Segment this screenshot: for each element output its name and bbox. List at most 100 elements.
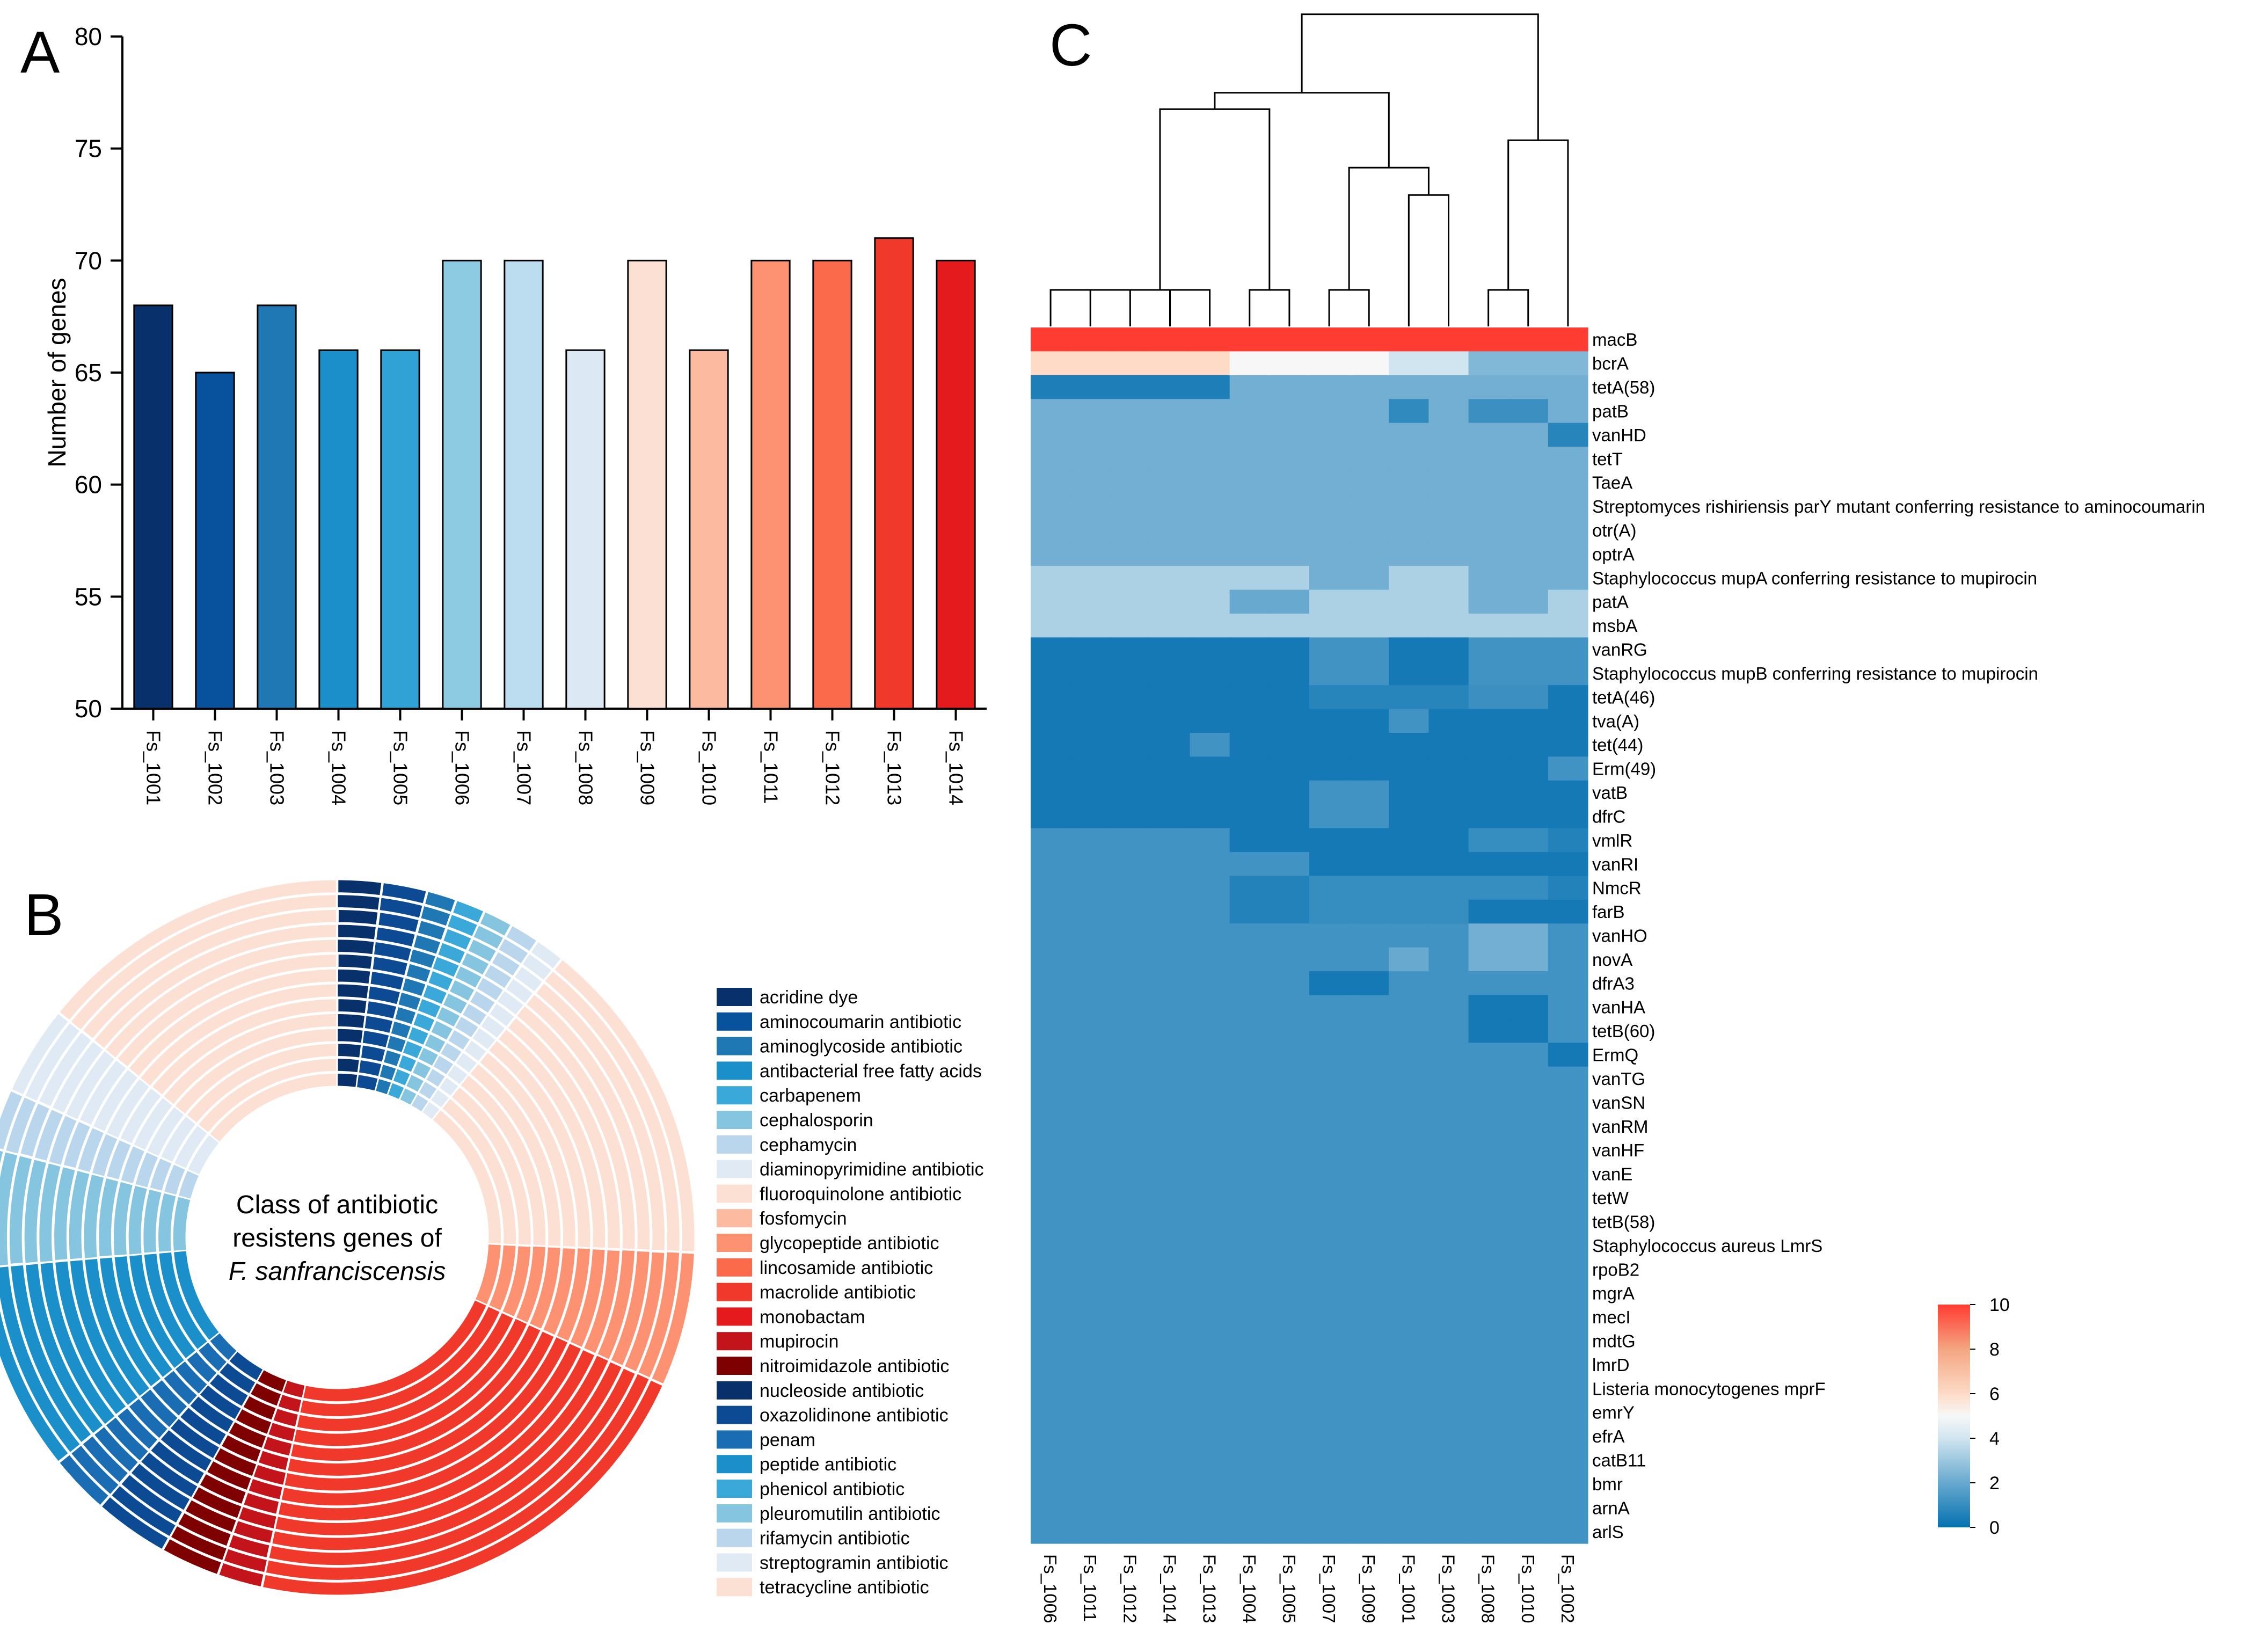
heatmap-cell xyxy=(1508,995,1549,1019)
heatmap-cell xyxy=(1389,399,1430,424)
heatmap-cell xyxy=(1349,1018,1389,1043)
heatmap-cell xyxy=(1150,1305,1191,1329)
ring-segment xyxy=(466,938,498,963)
legend-swatch xyxy=(717,1061,752,1080)
bar-Fs_1001 xyxy=(133,304,173,710)
legend-swatch xyxy=(717,1111,752,1129)
column-label: Fs_1004 xyxy=(1239,1554,1259,1623)
heatmap-cell xyxy=(1229,375,1270,399)
ring-segment xyxy=(483,963,513,989)
legend-label: nucleoside antibiotic xyxy=(760,1381,924,1401)
heatmap-cell xyxy=(1349,661,1389,686)
heatmap-cell xyxy=(1031,899,1071,924)
ring-segment xyxy=(143,1252,197,1360)
heatmap-cell xyxy=(1349,1185,1389,1210)
heatmap-cell xyxy=(1110,375,1151,399)
heatmap-cell xyxy=(1349,518,1389,543)
y-tick-label: 65 xyxy=(75,359,102,387)
legend-label: cephalosporin xyxy=(760,1110,873,1131)
column-label: Fs_1009 xyxy=(1359,1554,1379,1623)
ring-segment xyxy=(390,1020,412,1040)
heatmap-cell xyxy=(1031,1329,1071,1353)
heatmap-cell xyxy=(1468,780,1509,805)
heatmap-cell xyxy=(1468,1329,1509,1353)
x-tick-label: Fs_1002 xyxy=(205,730,227,805)
ring-segment xyxy=(162,1369,199,1406)
heatmap-cell xyxy=(1309,494,1350,519)
heatmap-cell xyxy=(1389,1424,1430,1448)
row-label: mecI xyxy=(1592,1307,1631,1327)
heatmap-cell xyxy=(1548,1352,1588,1377)
heatmap-cell xyxy=(1508,375,1549,399)
row-label: tet(44) xyxy=(1592,735,1643,755)
row-label: mgrA xyxy=(1592,1284,1635,1303)
heatmap-cell xyxy=(1508,780,1549,805)
heatmap-cell xyxy=(1428,1138,1469,1163)
ring-segment xyxy=(197,1341,228,1373)
row-label: vanRI xyxy=(1592,854,1638,874)
heatmap-cell xyxy=(1309,637,1350,662)
heatmap-cell xyxy=(1150,1090,1191,1115)
heatmap-cell xyxy=(1190,1233,1230,1258)
heatmap-cell xyxy=(1428,733,1469,758)
ring-segment xyxy=(170,1525,228,1562)
heatmap-cell xyxy=(1150,923,1191,948)
heatmap-cell xyxy=(1150,327,1191,352)
ring-segment xyxy=(62,1120,92,1169)
heatmap-cell xyxy=(1309,542,1350,566)
heatmap-cell xyxy=(1031,1352,1071,1377)
heatmap-cell xyxy=(1070,1257,1111,1282)
legend-swatch xyxy=(717,1504,752,1523)
legend-label: aminocoumarin antibiotic xyxy=(760,1012,961,1032)
heatmap-cell xyxy=(1468,1472,1509,1496)
heatmap-cell xyxy=(1428,1352,1469,1377)
heatmap-cell xyxy=(1110,1352,1151,1377)
heatmap-cell xyxy=(1150,995,1191,1019)
ring-segment xyxy=(525,993,651,1251)
heatmap-cell xyxy=(1190,1162,1230,1186)
heatmap-cell xyxy=(1349,947,1389,972)
heatmap-cell xyxy=(1031,756,1071,781)
heatmap-cell xyxy=(1031,1424,1071,1448)
heatmap-cell xyxy=(1349,709,1389,733)
heatmap-cell xyxy=(1468,1066,1509,1091)
heatmap-cell xyxy=(1110,494,1151,519)
heatmap-cell xyxy=(1110,733,1151,758)
legend-label: fluoroquinolone antibiotic xyxy=(760,1184,961,1204)
heatmap-cell xyxy=(1508,613,1549,638)
heatmap-cell xyxy=(1468,399,1509,424)
heatmap-cell xyxy=(1309,1138,1350,1163)
heatmap-cell xyxy=(1269,995,1310,1019)
heatmap-cell xyxy=(1190,1210,1230,1234)
heatmap-cell xyxy=(1548,327,1588,352)
ring-segment xyxy=(360,1044,386,1063)
ring-segment xyxy=(429,1019,454,1042)
ring-segment xyxy=(436,942,466,965)
heatmap-cell xyxy=(1229,756,1270,781)
heatmap-cell xyxy=(1349,470,1389,495)
heatmap-cell xyxy=(1349,1352,1389,1377)
row-label: catB11 xyxy=(1592,1451,1646,1470)
heatmap-cell xyxy=(1349,1424,1389,1448)
heatmap-cell xyxy=(1548,1043,1588,1067)
ring-segment xyxy=(337,1013,366,1029)
dendrogram-branch xyxy=(1129,289,1171,326)
x-tick-label: Fs_1003 xyxy=(266,730,288,805)
legend-label: pleuromutilin antibiotic xyxy=(760,1504,940,1524)
heatmap-cell xyxy=(1309,828,1350,853)
heatmap-cell xyxy=(1428,1162,1469,1186)
ring-segment xyxy=(174,1360,209,1395)
heatmap-cell xyxy=(1389,1305,1430,1329)
heatmap-cell xyxy=(1269,1090,1310,1115)
ring-segment xyxy=(38,1162,62,1263)
heatmap-cell xyxy=(1070,1352,1111,1377)
heatmap-cell xyxy=(1468,1210,1509,1234)
heatmap-cell xyxy=(1150,1376,1191,1401)
heatmap-cell xyxy=(1150,1043,1191,1067)
heatmap-cell xyxy=(1190,542,1230,566)
heatmap-cell xyxy=(1110,1305,1151,1329)
ring-segment xyxy=(377,912,420,934)
heatmap-cell xyxy=(1110,1162,1151,1186)
ring-segment xyxy=(249,1381,282,1407)
heatmap-cell xyxy=(1150,589,1191,614)
